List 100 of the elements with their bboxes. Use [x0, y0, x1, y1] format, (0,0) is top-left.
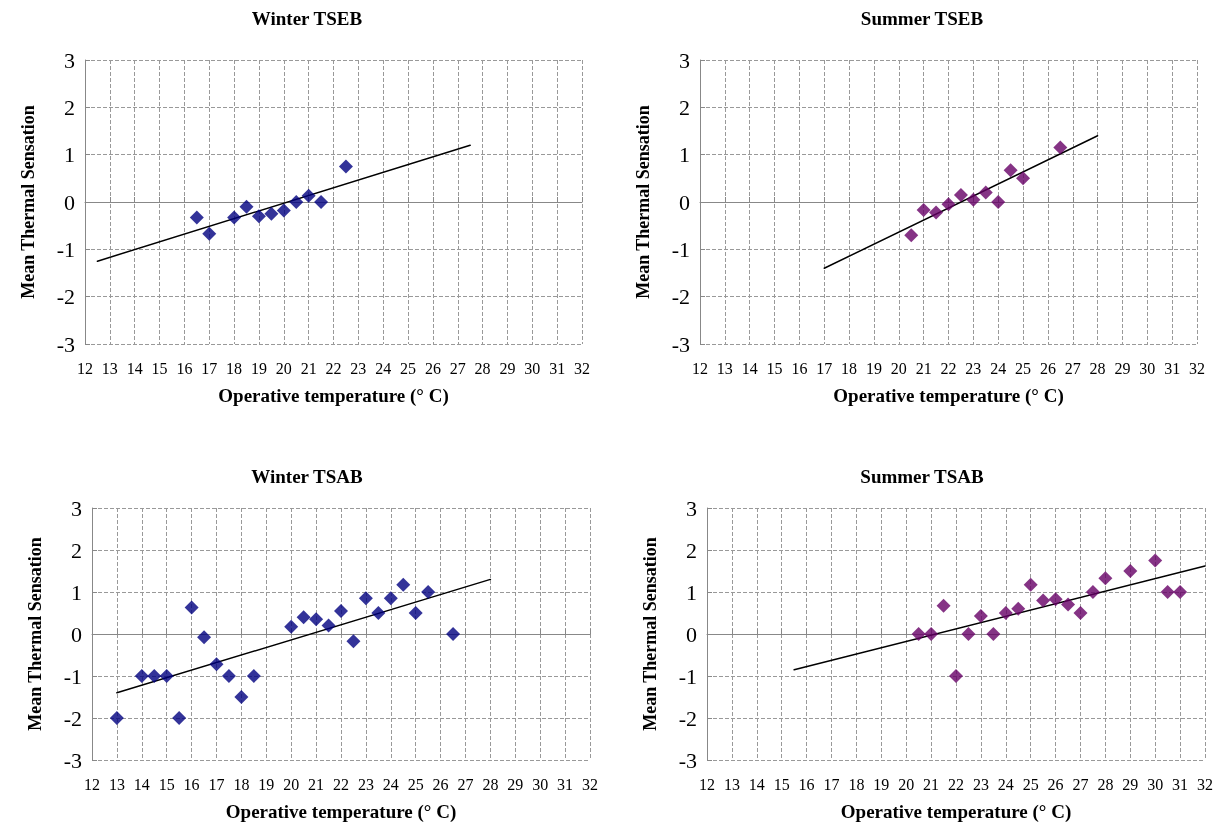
point: [904, 228, 919, 243]
y-tick-label: 2: [64, 94, 75, 120]
y-tick-label: 1: [679, 142, 690, 168]
point: [916, 203, 931, 218]
x-tick-label: 13: [108, 775, 125, 793]
y-axis-title: Mean Thermal Sensation: [25, 537, 45, 731]
y-tick-label: 1: [686, 579, 697, 605]
x-tick-label: 20: [275, 359, 292, 377]
x-tick-label: 21: [915, 359, 932, 377]
point: [1173, 585, 1188, 599]
point: [978, 185, 993, 200]
y-tick-label: -2: [678, 705, 697, 731]
x-tick-label: 13: [716, 359, 733, 377]
point: [1036, 593, 1051, 608]
x-tick-label: 26: [1039, 359, 1056, 377]
x-tick-label: 17: [208, 775, 225, 793]
x-tick-label: 17: [201, 359, 218, 377]
x-tick-label: 22: [325, 359, 342, 377]
y-tick-label: 2: [686, 537, 697, 563]
x-tick-label: 28: [474, 359, 491, 377]
y-tick-label: -1: [56, 236, 75, 262]
x-tick-label: 21: [923, 775, 940, 793]
x-tick-label: 23: [965, 359, 982, 377]
point: [1003, 163, 1018, 178]
x-tick-label: 19: [258, 775, 275, 793]
point: [396, 577, 411, 592]
point: [446, 627, 461, 641]
point: [147, 669, 162, 683]
point: [309, 612, 324, 627]
point: [172, 711, 187, 725]
x-tick-label: 15: [151, 359, 168, 377]
x-tick-label: 14: [741, 359, 758, 377]
y-axis-title: Mean Thermal Sensation: [640, 537, 660, 731]
point: [421, 585, 436, 599]
chart-title: Winter TSAB: [251, 466, 364, 487]
chart-title: Summer TSAB: [860, 466, 984, 487]
point: [289, 195, 304, 209]
point: [998, 606, 1013, 620]
x-tick-label: 31: [557, 775, 574, 793]
point: [334, 603, 348, 618]
point: [284, 619, 299, 634]
x-tick-label: 23: [972, 775, 989, 793]
point: [264, 206, 279, 221]
x-tick-label: 16: [798, 775, 815, 793]
point: [986, 627, 1001, 641]
x-tick-label: 18: [233, 775, 250, 793]
x-tick-label: 12: [692, 359, 708, 377]
point: [1016, 171, 1031, 186]
point: [966, 192, 981, 207]
point: [991, 195, 1006, 209]
x-tick-label: 23: [357, 775, 374, 793]
x-tick-label: 22: [940, 359, 957, 377]
point: [189, 210, 204, 225]
point: [936, 598, 951, 613]
x-tick-label: 20: [890, 359, 907, 377]
x-tick-label: 18: [848, 775, 865, 793]
x-tick-label: 20: [283, 775, 300, 793]
x-tick-label: 18: [841, 359, 858, 377]
point: [941, 197, 956, 212]
x-tick-label: 17: [823, 775, 840, 793]
point: [1085, 585, 1100, 599]
point: [911, 627, 926, 641]
x-tick-label: 32: [582, 775, 598, 793]
y-tick-label: 2: [71, 537, 82, 563]
point: [1023, 577, 1038, 592]
x-tick-label: 24: [990, 359, 1007, 377]
x-tick-label: 28: [1097, 775, 1114, 793]
point: [973, 608, 988, 623]
point: [197, 630, 212, 645]
x-tick-label: 20: [898, 775, 915, 793]
x-tick-label: 19: [873, 775, 890, 793]
x-tick-label: 26: [1047, 775, 1064, 793]
x-tick-label: 24: [382, 775, 399, 793]
y-tick-label: -1: [671, 236, 690, 262]
point: [1123, 564, 1138, 578]
x-tick-label: 31: [1164, 359, 1181, 377]
point: [296, 610, 311, 625]
point: [109, 711, 124, 725]
point: [1160, 585, 1175, 599]
x-tick-label: 26: [432, 775, 449, 793]
x-tick-label: 28: [1089, 359, 1106, 377]
point: [276, 203, 291, 218]
point: [301, 188, 316, 203]
x-tick-label: 30: [532, 775, 549, 793]
x-tick-label: 30: [1147, 775, 1164, 793]
x-tick-label: 21: [300, 359, 317, 377]
y-tick-label: -3: [678, 747, 697, 773]
point: [408, 606, 423, 620]
y-tick-label: 0: [64, 189, 75, 215]
x-axis-title: Operative temperature (° C): [225, 801, 457, 823]
y-tick-label: 0: [679, 189, 690, 215]
point: [929, 205, 944, 220]
x-tick-label: 24: [997, 775, 1014, 793]
y-tick-label: -2: [671, 284, 690, 310]
x-tick-label: 25: [400, 359, 417, 377]
point: [358, 591, 373, 606]
y-tick-label: -1: [678, 663, 697, 689]
point: [159, 669, 174, 683]
point: [227, 210, 242, 225]
y-axis-title: Mean Thermal Sensation: [633, 105, 653, 299]
